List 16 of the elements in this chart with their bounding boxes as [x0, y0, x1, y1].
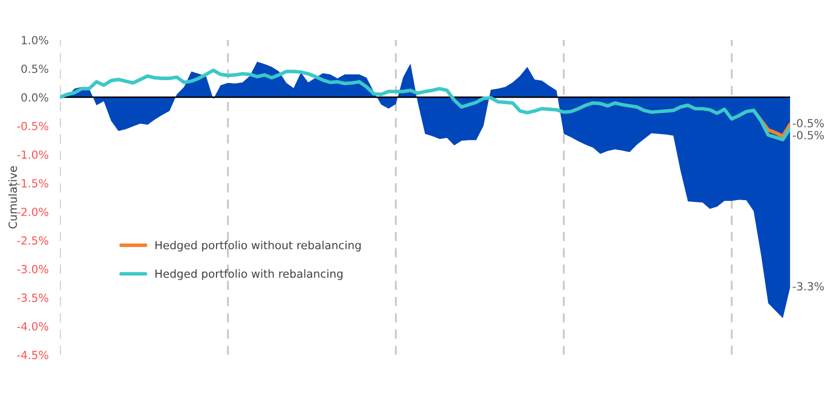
y-tick-label: -0.5%	[17, 122, 48, 130]
y-tick-label: -2.5%	[17, 236, 48, 245]
y-tick-label: 0.0%	[21, 93, 48, 102]
y-tick-label: -1.0%	[17, 150, 48, 159]
y-tick-label: -4.5%	[17, 350, 48, 360]
y-tick-label: -3.0%	[17, 264, 48, 274]
data-label: -3.3%	[792, 282, 824, 290]
data-label: -0.5%	[792, 130, 824, 140]
y-tick-label: 0.5%	[21, 64, 48, 73]
data-label: -0.5%	[792, 118, 824, 128]
y-tick-label: -4.0%	[17, 322, 48, 331]
y-tick-label: -2.0%	[17, 208, 48, 216]
y-tick-label: -1.5%	[17, 179, 48, 188]
y-tick-label: -3.5%	[17, 294, 48, 302]
y-tick-label: 1.0%	[22, 36, 48, 44]
y-axis-title: Cumulative	[8, 166, 17, 228]
